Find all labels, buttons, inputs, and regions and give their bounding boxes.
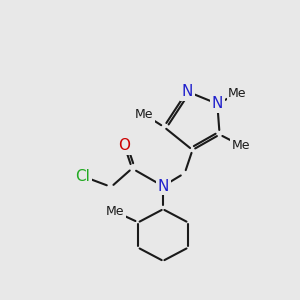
Text: Me: Me bbox=[231, 139, 250, 152]
Text: O: O bbox=[118, 138, 130, 153]
Text: Me: Me bbox=[135, 108, 154, 121]
Text: Me: Me bbox=[228, 87, 247, 100]
Text: N: N bbox=[158, 178, 169, 194]
Text: N: N bbox=[182, 84, 193, 99]
Text: Cl: Cl bbox=[75, 169, 90, 184]
Text: Me: Me bbox=[106, 205, 124, 218]
Text: N: N bbox=[212, 96, 223, 111]
